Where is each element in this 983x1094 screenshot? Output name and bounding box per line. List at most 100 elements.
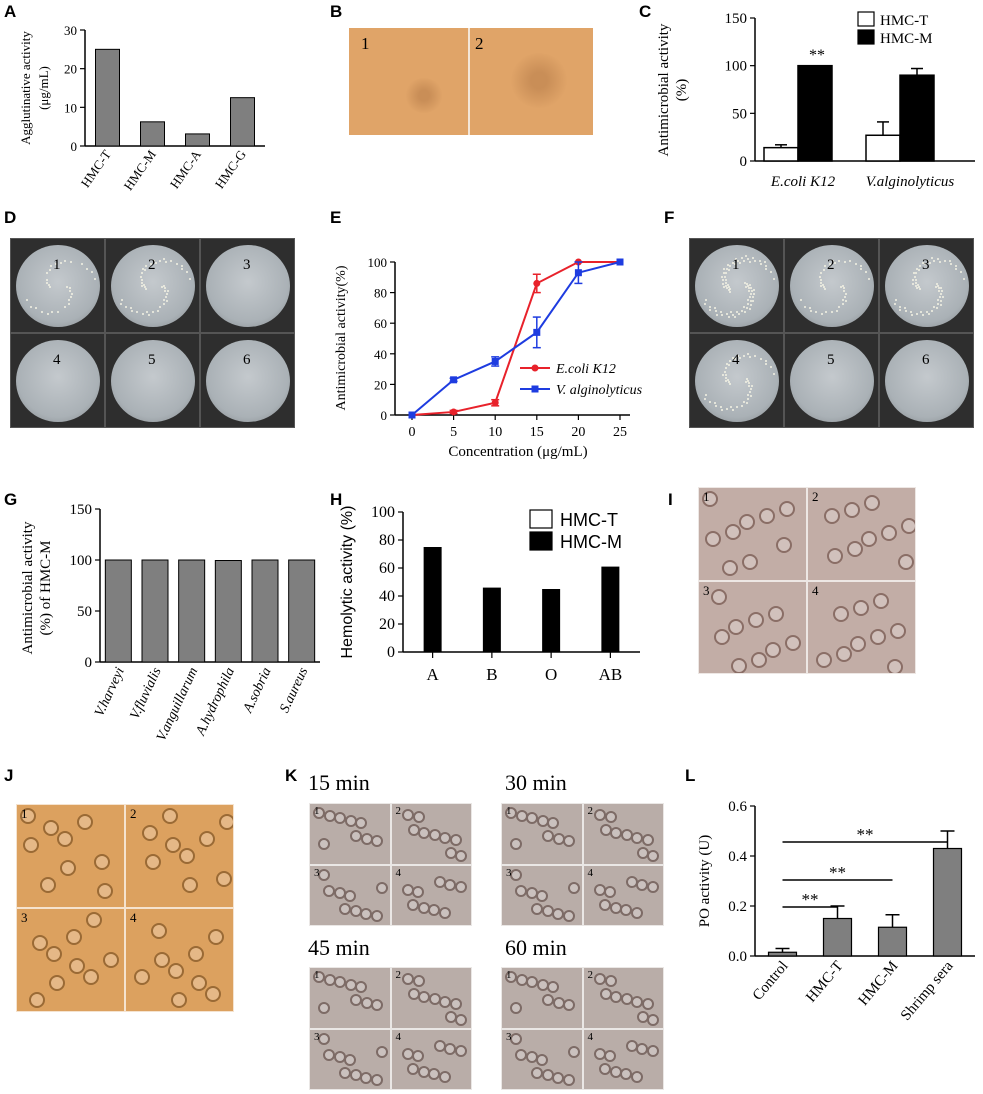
chart-l-y-tick-label: 0.0 bbox=[728, 949, 747, 965]
chart-h-y-tick-label: 100 bbox=[371, 504, 395, 521]
plates-d-colony bbox=[49, 269, 52, 272]
plates-f-colony bbox=[729, 265, 732, 268]
plates-f-colony bbox=[724, 282, 727, 285]
micrograph-i-blood-cell bbox=[731, 658, 747, 674]
chart-a-bar bbox=[230, 97, 255, 147]
micrograph-i-blood-cell bbox=[742, 553, 758, 570]
panel-label-g: G bbox=[4, 490, 18, 509]
micrograph-k-blood-cell bbox=[439, 995, 451, 1008]
chart-h-x-tick-label: O bbox=[545, 665, 557, 684]
chart-c-y-label-line1: Antimicrobial activity bbox=[656, 23, 672, 156]
micrograph-k-blood-cell bbox=[412, 886, 424, 898]
plates-f-colony bbox=[899, 309, 902, 312]
plates-f-colony bbox=[912, 271, 915, 274]
plates-f-colony bbox=[742, 259, 745, 262]
chart-e-x-tick-label: 5 bbox=[450, 425, 457, 440]
panel-label-d: D bbox=[4, 208, 17, 227]
plates-f-colony bbox=[764, 359, 767, 362]
micrograph-i-quadrant: 1 bbox=[698, 487, 807, 581]
plates-d-colony bbox=[162, 285, 165, 288]
chart-g-bar bbox=[178, 559, 206, 663]
plates-f-colony bbox=[749, 300, 752, 302]
chart-e-point-valg bbox=[408, 411, 416, 419]
plates-d-colony bbox=[90, 270, 93, 273]
plates-d-colony bbox=[48, 284, 51, 287]
micrograph-k-blood-cell bbox=[412, 811, 425, 823]
chart-a-y-tick-label: 20 bbox=[64, 62, 77, 77]
micrograph-k-blood-cell bbox=[360, 1071, 372, 1084]
chart-e-legend-label: E.coli K12 bbox=[555, 362, 616, 377]
plates-f-colony bbox=[727, 284, 730, 287]
plates-d-plate: 6 bbox=[200, 333, 295, 428]
micrograph-j-blood-cell bbox=[216, 871, 232, 887]
micrograph-k-quadrant: 4 bbox=[582, 864, 664, 926]
chart-e-x-tick-label: 10 bbox=[488, 425, 502, 440]
time-label-45: 45 min bbox=[308, 935, 370, 960]
plates-f-colony bbox=[729, 288, 732, 291]
micrograph-i-blood-cell bbox=[779, 501, 795, 517]
micrograph-k-quadrant-label: 3 bbox=[506, 866, 512, 879]
micrograph-j-blood-cell bbox=[23, 837, 39, 853]
micrograph-k-blood-cell bbox=[631, 831, 643, 844]
micrograph-k-blood-cell bbox=[547, 981, 559, 993]
plates-f-colony bbox=[749, 296, 752, 299]
plates-d-colony bbox=[144, 286, 146, 289]
micrograph-i-blood-cell bbox=[864, 495, 880, 511]
micrograph-i-blood-cell bbox=[739, 514, 755, 530]
chart-h-y-tick-label: 60 bbox=[379, 560, 395, 577]
chart-e-x-tick-label: 15 bbox=[530, 425, 544, 440]
plates-f-colony bbox=[843, 290, 846, 293]
micrograph-j-blood-cell bbox=[142, 825, 158, 841]
plates-f-colony bbox=[749, 286, 752, 289]
plates-d-colony bbox=[185, 270, 188, 273]
micrograph-j-blood-cell bbox=[94, 854, 110, 870]
plates-f-colony bbox=[963, 277, 966, 280]
chart-c-x-tick-label: V.alginolyticus bbox=[866, 174, 955, 190]
plates-f-colony bbox=[922, 313, 925, 316]
micrograph-k-blood-cell bbox=[402, 808, 414, 821]
chart-a-bar bbox=[140, 121, 165, 147]
micrograph-k-blood-cell bbox=[604, 1050, 616, 1062]
plates-f-colony bbox=[822, 284, 825, 287]
plates-f-colony bbox=[748, 290, 751, 293]
plates-f-colony bbox=[714, 401, 717, 404]
plates-d-colony bbox=[45, 282, 48, 285]
micrograph-k-blood-cell bbox=[444, 878, 456, 891]
plates-f-colony bbox=[748, 308, 751, 311]
chart-l-x-tick-label: HMC-T bbox=[803, 958, 846, 1005]
plates-f-colony bbox=[715, 313, 718, 316]
chart-h-y-tick-label: 20 bbox=[379, 616, 395, 633]
plates-f: 1 2 3 4 5 6 bbox=[689, 238, 974, 428]
micrograph-k-blood-cell bbox=[647, 849, 659, 862]
plates-d-plate-label: 1 bbox=[53, 257, 61, 273]
micrograph-i-quadrant-label: 2 bbox=[812, 489, 819, 504]
plates-f-colony bbox=[729, 290, 732, 293]
micrograph-j-blood-cell bbox=[69, 958, 85, 974]
plates-d-colony bbox=[148, 313, 151, 316]
micrograph-k-blood-cell bbox=[454, 1045, 467, 1057]
micrograph-k-blood-cell bbox=[371, 999, 383, 1011]
panel-label-a: A bbox=[4, 2, 17, 21]
chart-g-bar bbox=[214, 560, 242, 663]
micrograph-j-blood-cell bbox=[134, 969, 150, 985]
micrograph-k-blood-cell bbox=[444, 1042, 456, 1055]
micrograph-j-blood-cell bbox=[103, 952, 119, 968]
plates-f-colony bbox=[743, 401, 746, 404]
micrograph-j-quadrant: 4 bbox=[125, 908, 234, 1012]
plates-f-colony bbox=[753, 354, 756, 357]
plates-f-colony bbox=[925, 310, 928, 313]
micrograph-k-quadrant-label: 4 bbox=[395, 866, 402, 879]
micrograph-k-blood-cell bbox=[636, 1042, 648, 1055]
plates-f-plate: 6 bbox=[879, 333, 974, 428]
chart-a-bar bbox=[185, 133, 210, 147]
chart-e-legend-label: V. alginolyticus bbox=[556, 383, 643, 398]
plates-f-colony bbox=[916, 287, 919, 290]
micrograph-k-blood-cell bbox=[455, 849, 467, 862]
micrograph-k-blood-cell bbox=[630, 1070, 643, 1083]
plates-f-colony bbox=[720, 275, 723, 278]
micrograph-j-quadrant: 2 bbox=[125, 804, 234, 908]
micrograph-b-label-2: 2 bbox=[475, 34, 484, 53]
plates-f-colony bbox=[943, 259, 946, 262]
